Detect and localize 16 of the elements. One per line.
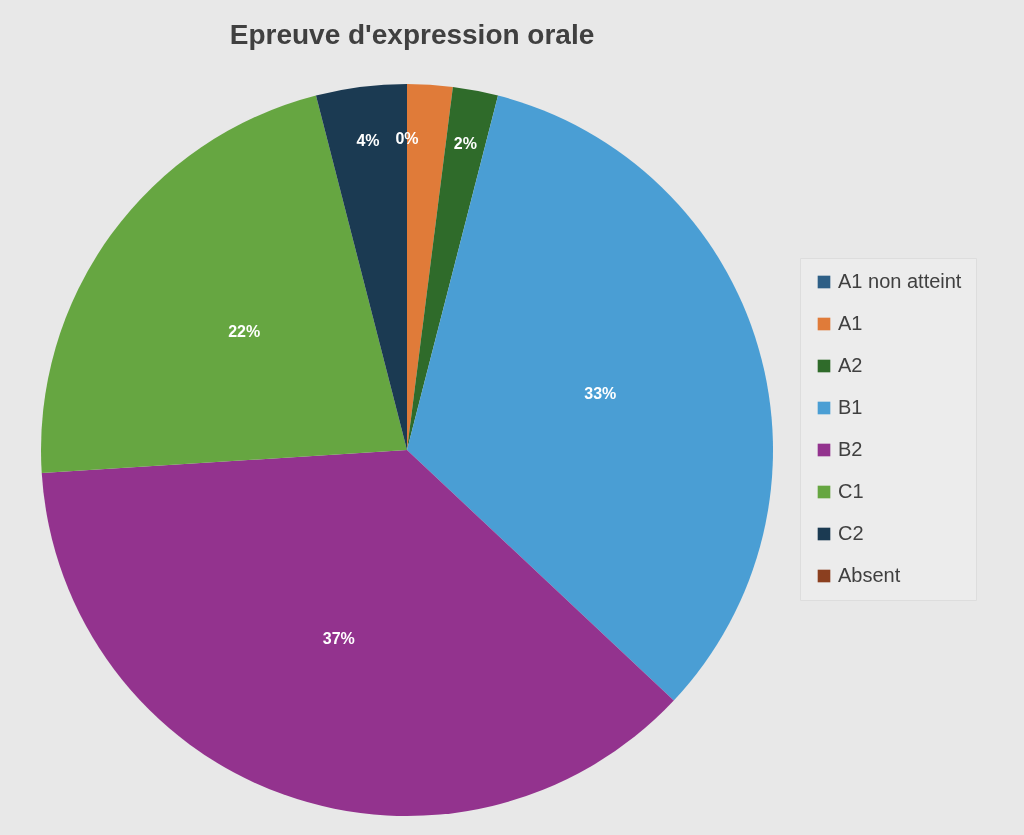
data-label: 22% <box>228 322 261 340</box>
legend-label: A1 non atteint <box>838 270 962 292</box>
legend-label: B2 <box>838 438 863 460</box>
legend-label: A2 <box>838 354 863 376</box>
legend-label: B1 <box>838 396 863 418</box>
chart-title: Epreuve d'expression orale <box>229 19 595 50</box>
data-label: 33% <box>584 384 617 402</box>
data-label: 4% <box>356 132 380 150</box>
legend-label: C1 <box>838 480 864 502</box>
legend-label: Absent <box>838 564 901 586</box>
data-label: 37% <box>322 630 355 648</box>
legend-label: A1 <box>838 312 863 334</box>
text: 0% <box>395 129 419 147</box>
legend-label: C2 <box>838 522 864 544</box>
pie-slice <box>41 450 674 816</box>
data-label: 2% <box>453 135 477 153</box>
